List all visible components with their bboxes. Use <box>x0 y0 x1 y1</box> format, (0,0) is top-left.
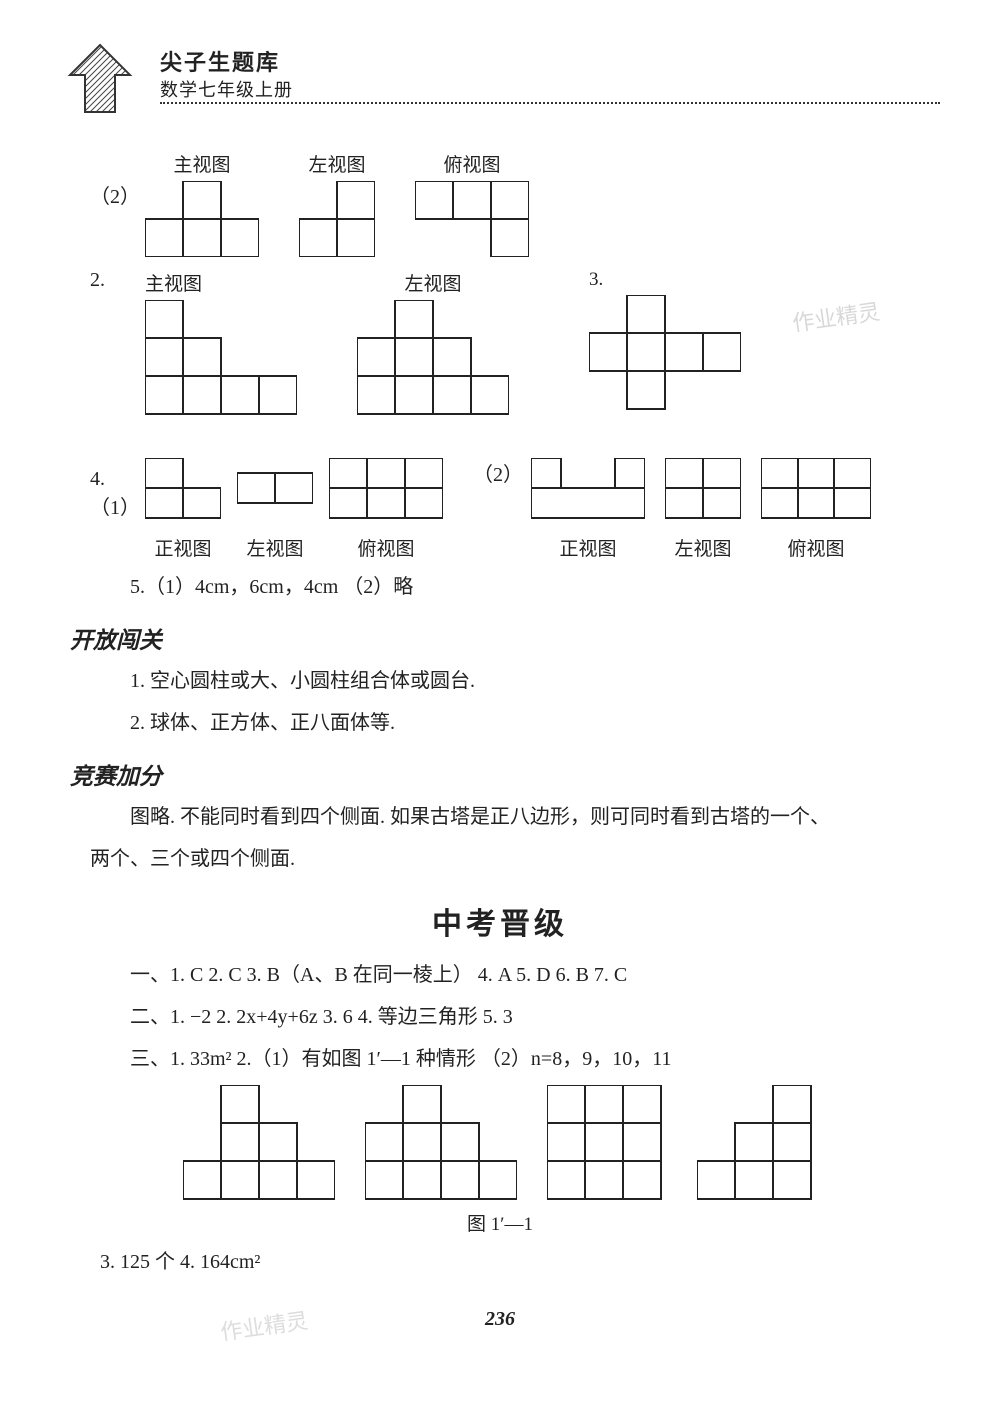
item-number: （2） <box>90 150 145 209</box>
diagram-q3-cross <box>589 295 741 415</box>
header-divider <box>160 102 940 104</box>
open-line-1: 1. 空心圆柱或大、小圆柱组合体或圆台. <box>130 665 940 697</box>
diagram-top-view <box>415 181 529 257</box>
diagram-4-2-left <box>665 458 741 528</box>
label-left-view: 左视图 <box>404 269 461 296</box>
label-left-view: 左视图 <box>674 534 731 561</box>
figure-group <box>60 1085 940 1205</box>
diagram-fig-c <box>547 1085 667 1205</box>
page-header: 尖子生题库 数学七年级上册 <box>60 40 940 130</box>
exam-line-3: 三、1. 33m² 2.（1）有如图 1′—1 种情形 （2）n=8，9，10，… <box>130 1043 940 1075</box>
arrow-badge-icon <box>60 40 140 120</box>
diagram-q2-front <box>145 300 297 440</box>
exam-line-2: 二、1. −2 2. 2x+4y+6z 3. 6 4. 等边三角形 5. 3 <box>130 1001 940 1033</box>
diagram-fig-a <box>183 1085 335 1205</box>
diagram-4-1-top <box>329 458 443 528</box>
section-heading-competition: 竞赛加分 <box>70 757 940 791</box>
diagram-fig-d <box>697 1085 817 1205</box>
label-front-view: 正视图 <box>154 534 211 561</box>
label-front-view: 主视图 <box>145 269 202 296</box>
label-top-view: 俯视图 <box>357 534 414 561</box>
label-top-view: 俯视图 <box>787 534 844 561</box>
open-line-2: 2. 球体、正方体、正八面体等. <box>130 707 940 739</box>
label-front-view: 正视图 <box>559 534 616 561</box>
diagram-left-view <box>299 181 375 257</box>
diagram-q2-left <box>357 300 509 440</box>
diagram-4-2-top <box>761 458 871 528</box>
diagram-4-1-left <box>237 458 313 528</box>
figure-caption: 图 1′—1 <box>60 1209 940 1236</box>
item-number: 3. <box>589 269 603 291</box>
comp-line-1: 图略. 不能同时看到四个侧面. 如果古塔是正八边形，则可同时看到古塔的一个、 <box>130 801 940 833</box>
page-number: 236 <box>60 1308 940 1331</box>
item-number: 4.（1） <box>90 458 145 520</box>
problem-row-2views: （2） 主视图 左视图 俯视图 <box>90 150 940 257</box>
problem-row-4: 4.（1） 正视图 左视图 <box>90 458 940 561</box>
label-left-view: 左视图 <box>246 534 303 561</box>
comp-line-2: 两个、三个或四个侧面. <box>90 843 940 875</box>
label-left-view: 左视图 <box>308 150 365 177</box>
exam-line-1: 一、1. C 2. C 3. B（A、B 在同一棱上） 4. A 5. D 6.… <box>130 959 940 991</box>
problem-row-2: 2. 主视图 左视图 3. <box>90 269 940 440</box>
center-section-title: 中考晋级 <box>60 899 940 943</box>
item-sub-number: （2） <box>473 458 523 487</box>
item-number: 2. <box>90 269 145 292</box>
answer-line-5: 5.（1）4cm，6cm，4cm （2）略 <box>130 571 940 603</box>
answer-line-last: 3. 125 个 4. 164cm² <box>100 1246 940 1278</box>
diagram-fig-b <box>365 1085 517 1205</box>
label-front-view: 主视图 <box>173 150 230 177</box>
diagram-4-1-front <box>145 458 221 528</box>
diagram-front-view <box>145 181 259 257</box>
section-heading-open: 开放闯关 <box>70 621 940 655</box>
diagram-4-2-front <box>531 458 645 528</box>
book-subtitle: 数学七年级上册 <box>160 76 293 102</box>
label-top-view: 俯视图 <box>443 150 500 177</box>
book-title: 尖子生题库 <box>160 45 280 77</box>
